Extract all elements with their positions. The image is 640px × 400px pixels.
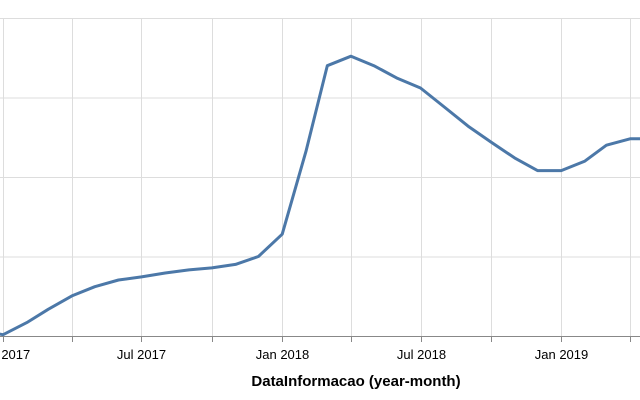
x-axis-title: DataInformacao (year-month): [251, 373, 460, 390]
x-tick-label: Jan 2019: [535, 347, 589, 362]
x-tick-label: Jul 2017: [117, 347, 166, 362]
x-axis: Jan 2017 Jul 2017 Jan 2018 Jul 2018 Jan 2019: [0, 336, 640, 362]
x-tick-label: Jul 2018: [397, 347, 446, 362]
grid: [0, 18, 640, 337]
series-line: [0, 54, 640, 337]
x-tick-label: Jan 2017: [0, 347, 30, 362]
x-tick-label: Jan 2018: [256, 347, 310, 362]
plot-area: [0, 54, 640, 337]
